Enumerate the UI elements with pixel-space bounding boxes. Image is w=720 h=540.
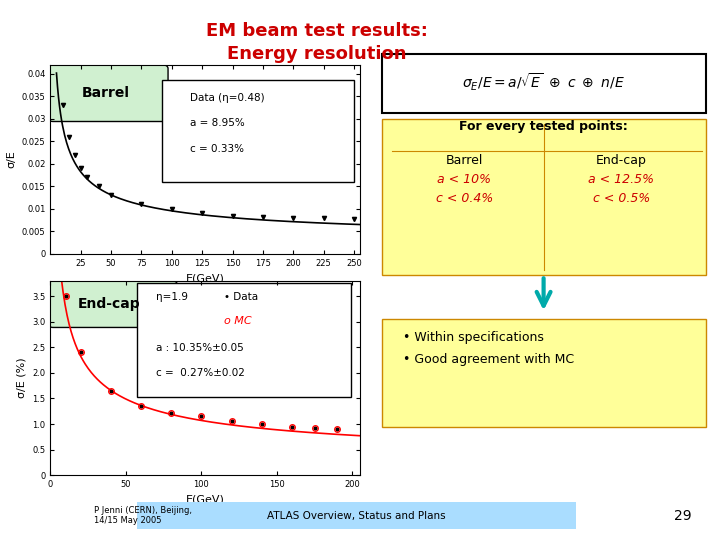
Text: o MC: o MC — [224, 316, 251, 326]
FancyBboxPatch shape — [162, 80, 354, 182]
Text: • Within specifications: • Within specifications — [403, 331, 544, 344]
Y-axis label: σ/E (%): σ/E (%) — [17, 357, 27, 399]
Text: c = 0.33%: c = 0.33% — [190, 144, 243, 154]
FancyBboxPatch shape — [48, 281, 177, 327]
FancyBboxPatch shape — [137, 283, 351, 397]
X-axis label: E(GeV): E(GeV) — [186, 495, 225, 504]
X-axis label: E(GeV): E(GeV) — [186, 273, 225, 283]
Text: End-cap: End-cap — [596, 154, 647, 167]
Text: $\sigma_E/E = a/\sqrt{E}\ \oplus\ c\ \oplus\ n/E$: $\sigma_E/E = a/\sqrt{E}\ \oplus\ c\ \op… — [462, 71, 625, 93]
Text: Barrel: Barrel — [82, 86, 130, 100]
Text: c < 0.4%: c < 0.4% — [436, 192, 493, 205]
Text: a : 10.35%±0.05: a : 10.35%±0.05 — [156, 343, 243, 353]
Text: P Jenni (CERN), Beijing,
14/15 May 2005: P Jenni (CERN), Beijing, 14/15 May 2005 — [94, 506, 192, 525]
Text: Data (η=0.48): Data (η=0.48) — [190, 93, 264, 103]
Text: • Data: • Data — [224, 293, 258, 302]
Text: a = 8.95%: a = 8.95% — [190, 118, 245, 128]
Text: c < 0.5%: c < 0.5% — [593, 192, 650, 205]
Y-axis label: σ/E: σ/E — [6, 151, 17, 168]
Text: Barrel: Barrel — [446, 154, 483, 167]
Text: c =  0.27%±0.02: c = 0.27%±0.02 — [156, 368, 245, 379]
Text: η=1.9: η=1.9 — [156, 293, 188, 302]
Text: ATLAS Overview, Status and Plans: ATLAS Overview, Status and Plans — [267, 511, 446, 521]
Text: a < 12.5%: a < 12.5% — [588, 173, 654, 186]
Text: For every tested points:: For every tested points: — [459, 120, 628, 133]
FancyBboxPatch shape — [48, 65, 168, 122]
Text: a < 10%: a < 10% — [438, 173, 492, 186]
Text: • Good agreement with MC: • Good agreement with MC — [403, 353, 575, 366]
Text: End-cap: End-cap — [78, 297, 140, 311]
Text: EM beam test results:
Energy resolution: EM beam test results: Energy resolution — [206, 22, 428, 63]
Text: 29: 29 — [674, 509, 691, 523]
